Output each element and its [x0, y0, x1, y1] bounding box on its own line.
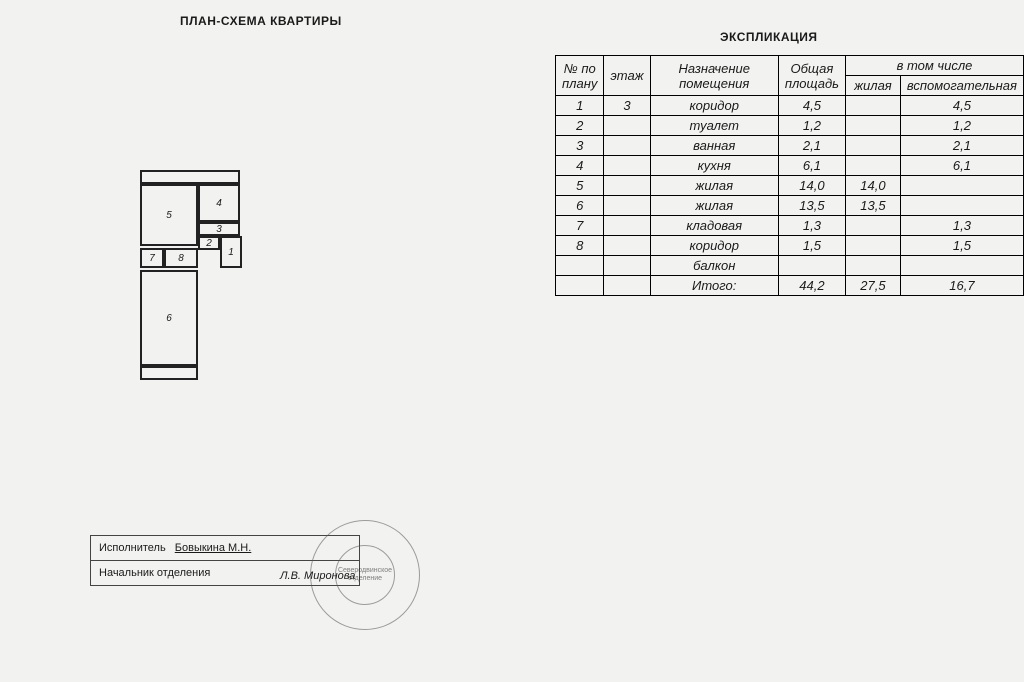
cell-name: коридор — [650, 96, 778, 116]
cell-name: туалет — [650, 116, 778, 136]
cell-total: 14,0 — [778, 176, 845, 196]
th-total: Общая площадь — [778, 56, 845, 96]
cell-num — [556, 256, 604, 276]
cell-living: 13,5 — [846, 196, 901, 216]
cell-living — [846, 136, 901, 156]
cell-num: 6 — [556, 196, 604, 216]
cell-total: 1,3 — [778, 216, 845, 236]
th-num: № по плану — [556, 56, 604, 96]
head-name: Л.В. Миронова — [280, 570, 355, 582]
cell-num: 4 — [556, 156, 604, 176]
cell-aux: 1,2 — [900, 116, 1023, 136]
table-row: балкон — [556, 256, 1024, 276]
cell-num — [556, 276, 604, 296]
th-floor: этаж — [604, 56, 650, 96]
explication-table: № по плану этаж Назначение помещения Общ… — [555, 55, 1024, 296]
cell-living — [846, 156, 901, 176]
cell-name: кухня — [650, 156, 778, 176]
cell-living: 14,0 — [846, 176, 901, 196]
cell-floor — [604, 236, 650, 256]
room-3: 3 — [198, 222, 240, 236]
table-row: 5жилая14,014,0 — [556, 176, 1024, 196]
cell-name: Итого: — [650, 276, 778, 296]
cell-num: 5 — [556, 176, 604, 196]
cell-floor — [604, 276, 650, 296]
balcony — [140, 366, 198, 380]
table-row: Итого:44,227,516,7 — [556, 276, 1024, 296]
cell-floor: 3 — [604, 96, 650, 116]
th-aux: вспомогательная — [900, 76, 1023, 96]
table-row: 2туалет1,21,2 — [556, 116, 1024, 136]
cell-floor — [604, 116, 650, 136]
cell-living — [846, 116, 901, 136]
cell-living — [846, 96, 901, 116]
cell-floor — [604, 176, 650, 196]
cell-aux: 16,7 — [900, 276, 1023, 296]
cell-name: жилая — [650, 176, 778, 196]
cell-aux: 6,1 — [900, 156, 1023, 176]
cell-num: 3 — [556, 136, 604, 156]
cell-aux: 2,1 — [900, 136, 1023, 156]
cell-total: 1,2 — [778, 116, 845, 136]
th-purpose: Назначение помещения — [650, 56, 778, 96]
table-row: 6жилая13,513,5 — [556, 196, 1024, 216]
table-row: 7кладовая1,31,3 — [556, 216, 1024, 236]
cell-floor — [604, 136, 650, 156]
cell-total: 1,5 — [778, 236, 845, 256]
cell-num: 8 — [556, 236, 604, 256]
cell-name: жилая — [650, 196, 778, 216]
table-row: 8коридор1,51,5 — [556, 236, 1024, 256]
cell-floor — [604, 256, 650, 276]
executor-label: Исполнитель — [99, 542, 166, 554]
cell-aux — [900, 256, 1023, 276]
cell-total: 13,5 — [778, 196, 845, 216]
cell-floor — [604, 196, 650, 216]
cell-total: 2,1 — [778, 136, 845, 156]
room-6: 6 — [140, 270, 198, 366]
cell-floor — [604, 216, 650, 236]
cell-total: 4,5 — [778, 96, 845, 116]
cell-aux: 1,3 — [900, 216, 1023, 236]
room-5: 5 — [140, 184, 198, 246]
explication-table-wrap: № по плану этаж Назначение помещения Общ… — [555, 55, 1024, 296]
cell-total — [778, 256, 845, 276]
cell-name: кладовая — [650, 216, 778, 236]
cell-num: 7 — [556, 216, 604, 236]
plan-title: ПЛАН-СХЕМА КВАРТИРЫ — [180, 14, 342, 28]
th-incl: в том числе — [846, 56, 1024, 76]
cell-aux: 4,5 — [900, 96, 1023, 116]
cell-living — [846, 256, 901, 276]
room-4: 4 — [198, 184, 240, 222]
floor-plan: 54321 786 — [140, 170, 260, 400]
table-row: 3ванная2,12,1 — [556, 136, 1024, 156]
cell-floor — [604, 156, 650, 176]
cell-num: 1 — [556, 96, 604, 116]
cell-num: 2 — [556, 116, 604, 136]
cell-living: 27,5 — [846, 276, 901, 296]
cell-name: балкон — [650, 256, 778, 276]
room-1: 1 — [220, 236, 242, 268]
head-label: Начальник отделения — [99, 567, 210, 579]
cell-living — [846, 236, 901, 256]
th-living: жилая — [846, 76, 901, 96]
table-row: 13коридор4,54,5 — [556, 96, 1024, 116]
table-row: 4кухня6,16,1 — [556, 156, 1024, 176]
room-8: 8 — [164, 248, 198, 268]
room-7: 7 — [140, 248, 164, 268]
cell-total: 44,2 — [778, 276, 845, 296]
cell-living — [846, 216, 901, 236]
cell-name: коридор — [650, 236, 778, 256]
explication-title: ЭКСПЛИКАЦИЯ — [720, 30, 818, 44]
balcony — [140, 170, 240, 184]
cell-name: ванная — [650, 136, 778, 156]
cell-aux — [900, 176, 1023, 196]
executor-name: Бовыкина М.Н. — [175, 542, 252, 554]
cell-total: 6,1 — [778, 156, 845, 176]
cell-aux — [900, 196, 1023, 216]
cell-aux: 1,5 — [900, 236, 1023, 256]
room-2: 2 — [198, 236, 220, 250]
